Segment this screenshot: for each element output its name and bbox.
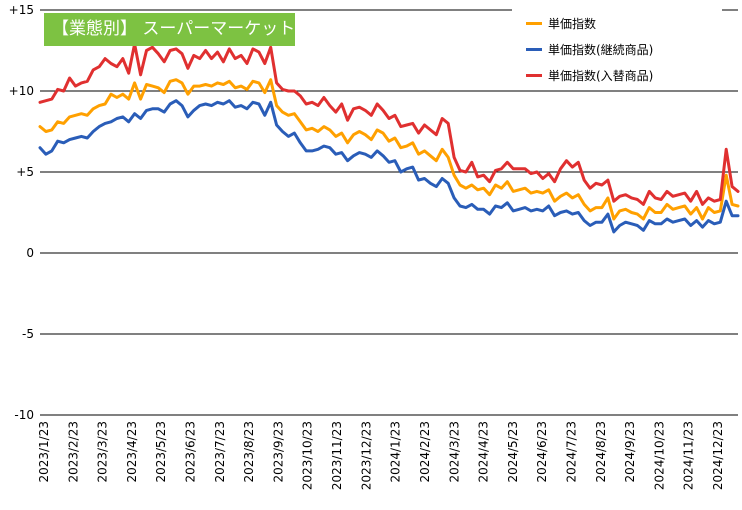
y-tick-label: +15 bbox=[9, 3, 34, 17]
y-axis: +15 +10 +5 0 -5 -10 bbox=[9, 3, 34, 422]
x-tick-label: 2023/4/23 bbox=[125, 421, 139, 483]
series-line-2 bbox=[38, 42, 740, 206]
chart-title: 【業態別】 スーパーマーケット bbox=[44, 13, 295, 46]
x-tick-label: 2023/12/23 bbox=[359, 421, 373, 490]
x-tick-label: 2024/10/23 bbox=[652, 421, 666, 490]
x-tick-label: 2023/3/23 bbox=[96, 421, 110, 483]
x-tick-label: 2023/1/23 bbox=[37, 421, 51, 483]
legend-item-continuing: 単価指数(継続商品) bbox=[526, 39, 653, 59]
x-tick-label: 2024/2/23 bbox=[418, 421, 432, 483]
x-axis: 2023/1/23 2023/2/23 2023/3/23 2023/4/23 2023… bbox=[37, 421, 725, 490]
legend-item-unit-price: 単価指数 bbox=[526, 13, 596, 33]
legend-label-replaced: 単価指数(入替商品) bbox=[548, 68, 654, 83]
series-line-1 bbox=[38, 99, 740, 234]
legend-swatch-continuing bbox=[526, 47, 542, 51]
legend-item-replaced: 単価指数(入替商品) bbox=[526, 65, 653, 85]
y-tick-label: 0 bbox=[26, 246, 34, 260]
y-tick-label: -5 bbox=[22, 327, 34, 341]
x-tick-label: 2023/10/23 bbox=[301, 421, 315, 490]
series-line-0 bbox=[38, 78, 740, 221]
x-tick-label: 2024/6/23 bbox=[535, 421, 549, 483]
series-lines bbox=[38, 42, 740, 234]
x-tick-label: 2023/2/23 bbox=[66, 421, 80, 483]
x-tick-label: 2024/5/23 bbox=[506, 421, 520, 483]
x-tick-label: 2024/1/23 bbox=[389, 421, 403, 483]
x-tick-label: 2023/7/23 bbox=[213, 421, 227, 483]
legend-swatch-unit-price bbox=[526, 21, 542, 25]
x-tick-label: 2024/3/23 bbox=[447, 421, 461, 483]
x-tick-label: 2024/12/23 bbox=[711, 421, 725, 490]
y-tick-label: +5 bbox=[16, 165, 34, 179]
legend-swatch-replaced bbox=[526, 73, 542, 77]
y-tick-label: +10 bbox=[9, 84, 34, 98]
y-tick-label: -10 bbox=[14, 408, 34, 422]
legend-label-unit-price: 単価指数 bbox=[548, 16, 597, 31]
legend: 単価指数 単価指数(継続商品) 単価指数(入替商品) bbox=[512, 8, 722, 88]
x-tick-label: 2023/9/23 bbox=[271, 421, 285, 483]
x-tick-label: 2024/4/23 bbox=[477, 421, 491, 483]
x-tick-label: 2023/5/23 bbox=[154, 421, 168, 483]
x-tick-label: 2024/9/23 bbox=[623, 421, 637, 483]
x-tick-label: 2023/6/23 bbox=[184, 421, 198, 483]
x-tick-label: 2024/8/23 bbox=[594, 421, 608, 483]
x-tick-label: 2024/7/23 bbox=[564, 421, 578, 483]
legend-label-continuing: 単価指数(継続商品) bbox=[548, 42, 654, 57]
x-tick-label: 2023/8/23 bbox=[242, 421, 256, 483]
x-tick-label: 2024/11/23 bbox=[682, 421, 696, 490]
x-tick-label: 2023/11/23 bbox=[330, 421, 344, 490]
